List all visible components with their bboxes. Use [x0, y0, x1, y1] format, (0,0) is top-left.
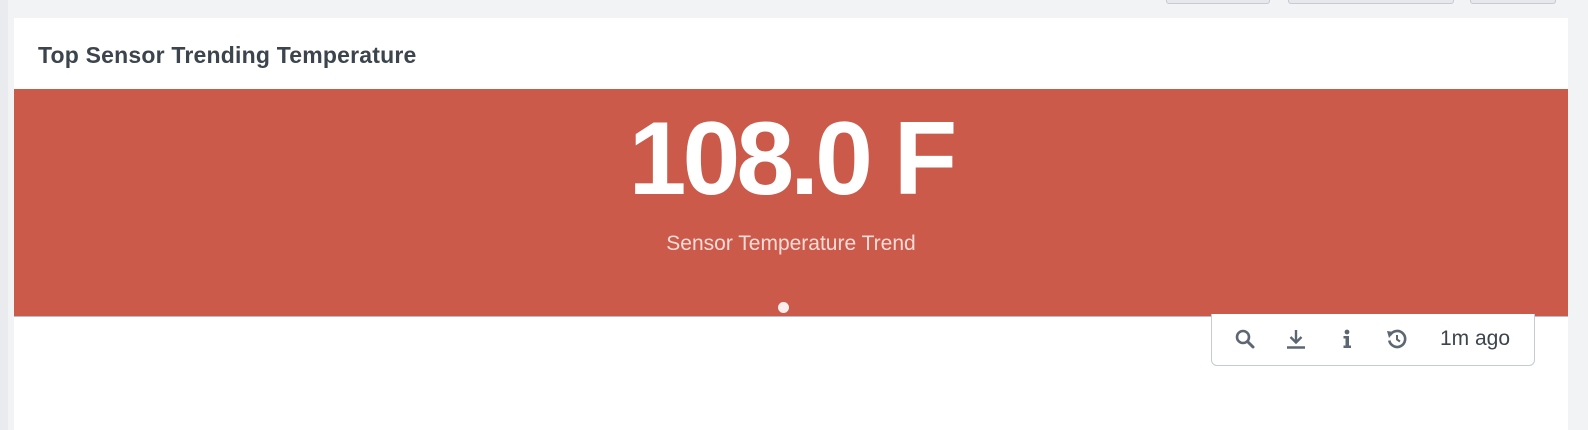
download-icon[interactable] — [1283, 326, 1309, 352]
search-icon[interactable] — [1232, 326, 1258, 352]
pagination-dot — [778, 302, 789, 313]
single-value-visualization[interactable]: 108.0 F Sensor Temperature Trend — [14, 89, 1568, 317]
panel-toolbar: 1m ago — [1211, 314, 1535, 366]
single-value[interactable]: 108.0 F — [628, 101, 958, 217]
header-button-1[interactable] — [1166, 0, 1270, 4]
panel-title: Top Sensor Trending Temperature — [38, 42, 417, 68]
last-refresh-time: 1m ago — [1440, 327, 1511, 350]
header-button-2[interactable] — [1288, 0, 1454, 4]
refresh-icon[interactable] — [1384, 326, 1410, 352]
dashboard-panel: Top Sensor Trending Temperature 108.0 F … — [14, 18, 1568, 430]
page-left-edge — [0, 0, 8, 430]
header-button-3[interactable] — [1470, 0, 1556, 4]
info-icon[interactable] — [1334, 326, 1360, 352]
single-value-under-label: Sensor Temperature Trend — [666, 232, 916, 255]
